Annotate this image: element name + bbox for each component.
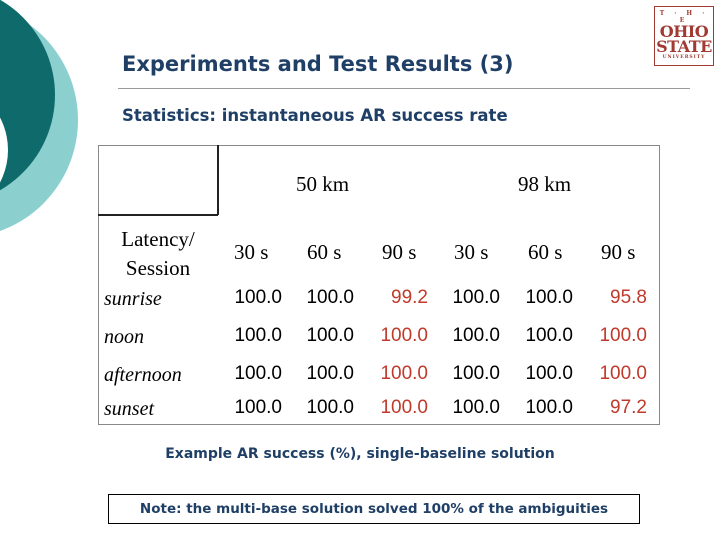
value-cell: 100.0 [234, 397, 282, 418]
value-cell: 100.0 [234, 325, 282, 346]
value-cell: 100.0 [306, 397, 354, 418]
value-cell: 100.0 [234, 363, 282, 384]
value-cell: 100.0 [380, 397, 428, 418]
value-cell: 100.0 [306, 287, 354, 308]
value-cell: 100.0 [599, 325, 647, 346]
value-cell: 100.0 [452, 287, 500, 308]
column-header-90s-50km: 90 s [382, 240, 417, 264]
value-cell: 100.0 [452, 325, 500, 346]
column-header-60s-50km: 60 s [307, 240, 342, 264]
value-cell: 99.2 [391, 287, 428, 308]
row-label-2: afternoon [104, 364, 182, 386]
value-cell: 100.0 [234, 287, 282, 308]
ohio-state-logo: T · H · E OHIO STATE UNIVERSITY [654, 6, 714, 66]
value-cell: 100.0 [525, 397, 573, 418]
logo-state: STATE [656, 37, 712, 56]
value-cell: 100.0 [525, 325, 573, 346]
logo-university: UNIVERSITY [662, 55, 706, 60]
value-cell: 97.2 [610, 397, 647, 418]
note-box: Note: the multi-base solution solved 100… [108, 494, 640, 524]
value-cell: 100.0 [452, 397, 500, 418]
column-header-90s-98km: 90 s [601, 240, 636, 264]
logo-the: T · H · E [659, 10, 709, 24]
slide-title: Experiments and Test Results (3) [122, 52, 514, 76]
row-label-1: noon [104, 326, 144, 348]
title-divider [118, 88, 690, 89]
corner-label-latency: Latency/ Session [112, 225, 204, 283]
group-header-98km: 98 km [518, 172, 572, 196]
corner-label-line1: Latency/ [121, 227, 195, 251]
value-cell: 100.0 [380, 325, 428, 346]
column-header-30s-98km: 30 s [454, 240, 489, 264]
value-cell: 100.0 [306, 325, 354, 346]
results-table: 50 km 98 km Latency/ Session 30 s 60 s 9… [98, 145, 660, 425]
column-header-60s-98km: 60 s [528, 240, 563, 264]
decorative-teal-arcs [0, 0, 78, 231]
value-cell: 100.0 [599, 363, 647, 384]
row-label-3: sunset [104, 398, 154, 420]
column-header-30s-50km: 30 s [234, 240, 269, 264]
value-cell: 100.0 [525, 287, 573, 308]
group-header-50km: 50 km [296, 172, 350, 196]
corner-label-line2: Session [125, 256, 191, 280]
value-cell: 100.0 [525, 363, 573, 384]
slide-subtitle: Statistics: instantaneous AR success rat… [122, 106, 508, 125]
value-cell: 100.0 [452, 363, 500, 384]
row-label-0: sunrise [104, 288, 162, 310]
value-cell: 100.0 [380, 363, 428, 384]
value-cell: 95.8 [610, 287, 647, 308]
table-borders [98, 145, 660, 425]
logo-ohio: OHIO [659, 22, 709, 41]
value-cell: 100.0 [306, 363, 354, 384]
table-caption: Example AR success (%), single-baseline … [165, 446, 555, 462]
